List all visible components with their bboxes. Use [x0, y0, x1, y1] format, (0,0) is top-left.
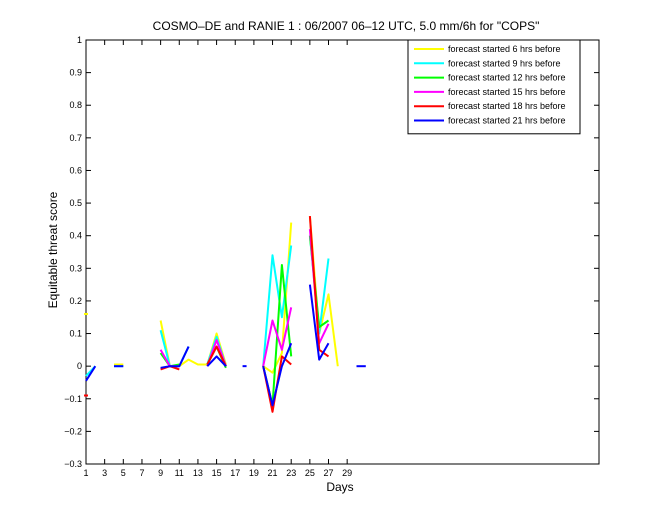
- legend-label: forecast started 15 hrs before: [448, 87, 566, 97]
- y-tick-label: 1: [77, 35, 82, 45]
- axes-box: [85, 39, 600, 465]
- y-tick-label: −0.2: [64, 426, 82, 436]
- legend-label: forecast started 12 hrs before: [448, 73, 566, 83]
- x-tick-label: 29: [342, 468, 352, 478]
- series-line: [262, 245, 293, 367]
- y-tick-label: −0.3: [64, 459, 82, 469]
- y-tick-label: 0.7: [69, 133, 82, 143]
- series-line: [262, 307, 293, 367]
- series-6: [85, 284, 366, 407]
- y-tick-label: 0: [77, 361, 82, 371]
- series-line: [160, 346, 190, 369]
- x-tick-label: 23: [286, 468, 296, 478]
- series-line: [308, 216, 330, 358]
- x-tick-label: 27: [324, 468, 334, 478]
- x-tick-label: 19: [249, 468, 259, 478]
- plot-area: −0.3 −0.2 −0.1 0 0.1 0.2 0.3 0.4 0.5 0.6 0.7 0.8 0.9…: [64, 35, 600, 478]
- x-tick-label: 11: [175, 468, 184, 478]
- x-tick-label: 15: [212, 468, 222, 478]
- x-tick-label: 1: [83, 468, 88, 478]
- series-line: [85, 365, 97, 382]
- series-line: [206, 345, 227, 367]
- x-tick-label: 9: [158, 468, 163, 478]
- y-tick-label: 0.6: [69, 165, 82, 175]
- y-tick-label: 0.4: [69, 231, 82, 241]
- x-tick-label: 25: [305, 468, 315, 478]
- chart-title: COSMO–DE and RANIE 1 : 06/2007 06–12 UTC…: [153, 19, 540, 33]
- legend-label: forecast started 21 hrs before: [448, 116, 566, 126]
- x-tick-label: 21: [268, 468, 278, 478]
- legend-label: forecast started 9 hrs before: [448, 58, 561, 68]
- y-tick-label: 0.1: [69, 329, 82, 339]
- y-axis-label: Equitable threat score: [46, 191, 60, 308]
- x-tick-label: 5: [121, 468, 126, 478]
- x-axis-label: Days: [326, 480, 353, 494]
- y-tick-label: 0.3: [69, 263, 82, 273]
- series-line: [308, 284, 330, 361]
- legend: forecast started 6 hrs before forecast st…: [407, 39, 581, 135]
- legend-label: forecast started 18 hrs before: [448, 101, 566, 111]
- legend-box: [407, 39, 581, 135]
- y-tick-label: 0.8: [69, 100, 82, 110]
- x-tick-label: 13: [193, 468, 203, 478]
- x-tick-label: 7: [139, 468, 144, 478]
- y-tick-label: 0.2: [69, 296, 82, 306]
- y-tick-label: 0.9: [69, 68, 82, 78]
- legend-label: forecast started 6 hrs before: [448, 44, 561, 54]
- x-tick-label: 17: [230, 468, 240, 478]
- x-tick-label: 3: [102, 468, 107, 478]
- y-tick-label: 0.5: [69, 198, 82, 208]
- series-line: [262, 342, 293, 407]
- series-line: [206, 355, 227, 367]
- y-tick-label: −0.1: [64, 394, 82, 404]
